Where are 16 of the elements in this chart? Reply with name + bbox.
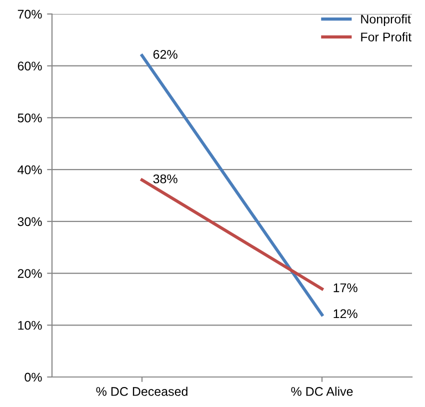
- data-label: 38%: [153, 174, 178, 184]
- data-label: 17%: [334, 283, 358, 292]
- y-tick-label: 70%: [18, 10, 42, 19]
- y-tick-label: 10%: [18, 320, 42, 330]
- legend-label: For Profit: [361, 32, 412, 42]
- y-tick-label: 60%: [18, 62, 42, 71]
- legend-label: Nonprofit: [361, 14, 411, 26]
- data-label: 62%: [153, 50, 178, 59]
- y-tick-label: 40%: [18, 165, 42, 174]
- x-tick-label: % DC Deceased: [96, 386, 188, 396]
- data-label: 12%: [334, 309, 358, 318]
- y-tick-label: 30%: [18, 217, 42, 226]
- x-tick-label: % DC Alive: [291, 386, 353, 396]
- y-tick-label: 50%: [18, 114, 42, 122]
- y-tick-label: 0%: [24, 372, 42, 382]
- y-tick-label: 20%: [18, 269, 42, 278]
